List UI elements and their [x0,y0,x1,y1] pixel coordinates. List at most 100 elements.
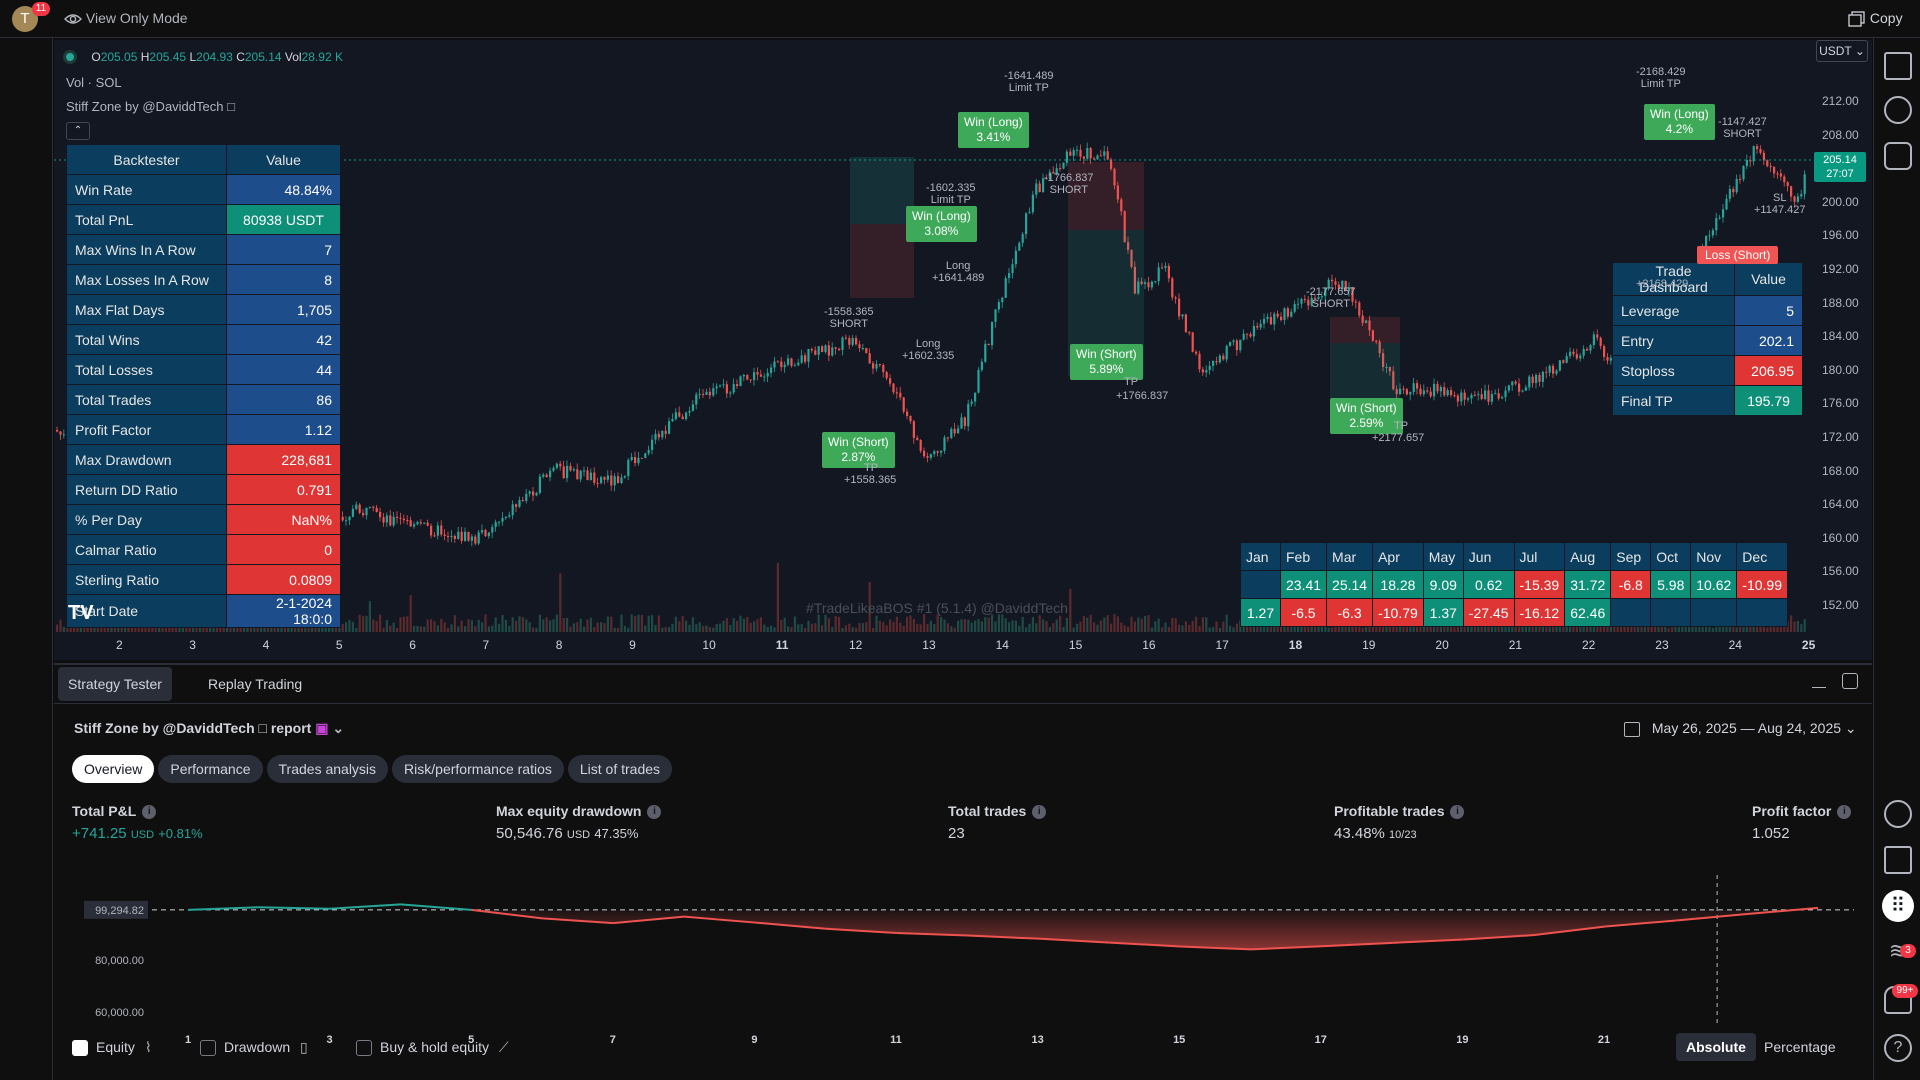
volume-bar [691,617,694,632]
collapse-legend-button[interactable]: ⌃ [66,122,90,140]
dd-unit: USD [566,829,591,842]
tab-strategy-tester[interactable]: Strategy Tester [58,667,172,701]
volume-bar [1320,626,1323,632]
volume-bar [491,625,494,632]
volume-bar [943,619,946,632]
drawdown-toggle[interactable]: Drawdown ▯ [200,1039,308,1057]
volume-bar [470,620,473,632]
volume-bar [593,627,596,632]
volume-bar [661,627,664,632]
candle-body [634,457,637,464]
candle-body [1426,390,1429,392]
candle-body [481,530,484,533]
volume-bar [1480,621,1483,632]
pf-value: 1.052 [1752,825,1790,843]
calendar-icon[interactable] [1884,846,1912,874]
trade-label: -1558.365 SHORT [824,306,874,330]
mode-percentage[interactable]: Percentage [1764,1039,1836,1055]
volume-bar [719,623,722,632]
candle-body [1252,326,1255,337]
volume-bar [1467,621,1470,632]
subtab-overview[interactable]: Overview [72,755,155,783]
candle-body [1511,381,1514,386]
candle-body [685,412,688,420]
info-icon[interactable]: i [142,805,157,820]
month-header: Apr [1372,542,1424,571]
info-icon[interactable]: i [1837,805,1852,820]
candle-body [715,386,718,389]
volume-bar [430,619,433,632]
equity-toggle[interactable]: Equity ⌇ [72,1039,152,1057]
volume-bar [936,614,939,632]
equity-checkbox[interactable] [72,1040,88,1057]
clock-icon[interactable] [1884,96,1912,124]
volume-bar [882,622,885,632]
candle-body [1212,361,1215,366]
volume-bar [1596,624,1599,632]
currency-label: USDT [1819,44,1852,58]
chat-icon[interactable] [1884,142,1912,170]
candle-body [341,516,344,521]
candle-body [885,372,888,379]
maximize-icon[interactable] [1842,673,1858,689]
date-range-picker[interactable]: May 26, 2025 — Aug 24, 2025 ⌄ [1624,720,1857,737]
mode-absolute[interactable]: Absolute [1676,1033,1756,1061]
apps-icon[interactable]: ⠿ [1882,890,1914,922]
candle-body [620,477,623,483]
volume-bar [464,626,467,632]
month-header: Aug [1564,542,1612,571]
subtab-trades-analysis[interactable]: Trades analysis [266,755,389,783]
subtab-list-of-trades[interactable]: List of trades [567,755,673,783]
row-key: Leverage [1612,295,1735,326]
volume-bar [304,625,307,632]
candle-body [572,469,575,471]
target-icon[interactable] [1884,800,1912,828]
indicator-label[interactable]: Stiff Zone by @DaviddTech □ [66,99,235,114]
equity-x-tick: 11 [890,1034,902,1045]
volume-bar [637,614,640,632]
volume-bar [1130,616,1133,632]
vol-indicator-label[interactable]: Vol · SOL [66,75,122,90]
candle-body [498,521,501,523]
view-only-mode[interactable]: View Only Mode [64,10,188,26]
info-icon[interactable]: i [647,805,662,820]
watchlist-icon[interactable] [1884,52,1912,80]
volume-bar [566,617,569,632]
minimize-icon[interactable] [1812,687,1826,688]
volume-bar [807,620,810,632]
report-title[interactable]: Stiff Zone by @DaviddTech □ report ▣ ⌄ [74,720,344,737]
table-row: Start Date 2-1-2024 18:0:0 [66,594,341,628]
candle-body [593,472,596,483]
copy-button[interactable]: Copy [1848,10,1903,27]
volume-bar [1419,623,1422,632]
candle-body [912,421,915,438]
volume-bar [562,618,565,632]
volume-bar [379,614,382,632]
volume-bar [756,619,759,632]
info-icon[interactable]: i [1450,805,1465,820]
candle-body [1361,315,1364,323]
subtab-performance[interactable]: Performance [158,755,263,783]
row-value: 86 [226,384,341,415]
tab-replay-trading[interactable]: Replay Trading [208,676,303,692]
subtab-risk-ratios[interactable]: Risk/performance ratios [392,755,564,783]
buyhold-label: Buy & hold equity [380,1039,489,1055]
volume-bar [1099,620,1102,632]
volume-bar [477,619,480,632]
info-icon[interactable]: i [1032,805,1047,820]
price-chart[interactable]: O205.05 H205.45 L204.93 C205.14 Vol28.92… [54,40,1872,660]
buyhold-toggle[interactable]: Buy & hold equity ⟋ [356,1039,509,1057]
buyhold-checkbox[interactable] [356,1040,372,1057]
win-short-label: Win (Short) 2.87% [822,432,895,468]
volume-bar [1766,627,1769,632]
drawdown-checkbox[interactable] [200,1040,216,1057]
help-icon[interactable]: ? [1884,1034,1912,1062]
candle-body [375,507,378,512]
pnl-label: Total P&L [72,803,137,819]
loss-short-label: Loss (Short) [1697,246,1779,264]
volume-bar [423,626,426,632]
currency-select[interactable]: USDT ⌄ [1816,40,1868,62]
candle-body [1341,280,1344,290]
candle-body [1388,366,1391,372]
